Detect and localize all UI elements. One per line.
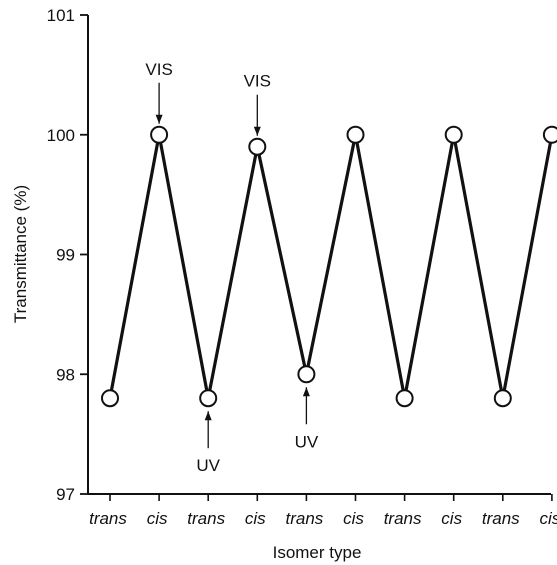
data-point — [346, 125, 365, 144]
data-point — [150, 125, 169, 144]
y-tick-label: 98 — [56, 365, 75, 384]
x-tick-label: cis — [343, 509, 364, 528]
y-tick-label: 97 — [56, 485, 75, 504]
x-axis-title: Isomer type — [273, 543, 362, 562]
y-tick-label: 101 — [47, 6, 75, 25]
data-point — [101, 389, 119, 408]
x-tick-label: cis — [540, 509, 557, 528]
uv-arrow-head — [204, 411, 212, 421]
uv-label: UV — [295, 432, 319, 451]
y-tick-label: 99 — [56, 246, 75, 265]
vis-arrow-head — [155, 114, 163, 124]
x-tick-label: trans — [384, 509, 422, 528]
series — [101, 125, 557, 408]
uv-label: UV — [196, 456, 220, 475]
x-tick-label: trans — [286, 509, 324, 528]
data-point — [297, 365, 316, 384]
x-tick-label: trans — [89, 509, 127, 528]
x-tick-label: trans — [482, 509, 520, 528]
annotations: VIS VIS UV UV — [145, 60, 318, 475]
data-point — [395, 389, 414, 408]
y-tick-label: 100 — [47, 126, 75, 145]
x-tick-label: cis — [147, 509, 168, 528]
vis-label: VIS — [244, 72, 271, 91]
data-point — [542, 125, 557, 144]
x-tick-label: cis — [245, 509, 266, 528]
x-tick-label: cis — [441, 509, 462, 528]
data-point — [199, 389, 218, 408]
series-line — [108, 134, 554, 399]
y-axis-title: Transmittance (%) — [11, 185, 30, 323]
data-point — [493, 389, 512, 408]
axes — [87, 15, 551, 495]
x-tick-label: trans — [187, 509, 225, 528]
data-point — [444, 125, 463, 144]
uv-arrow-head — [302, 387, 310, 397]
data-point — [248, 137, 267, 156]
vis-label: VIS — [145, 60, 172, 79]
vis-arrow-head — [253, 126, 261, 136]
